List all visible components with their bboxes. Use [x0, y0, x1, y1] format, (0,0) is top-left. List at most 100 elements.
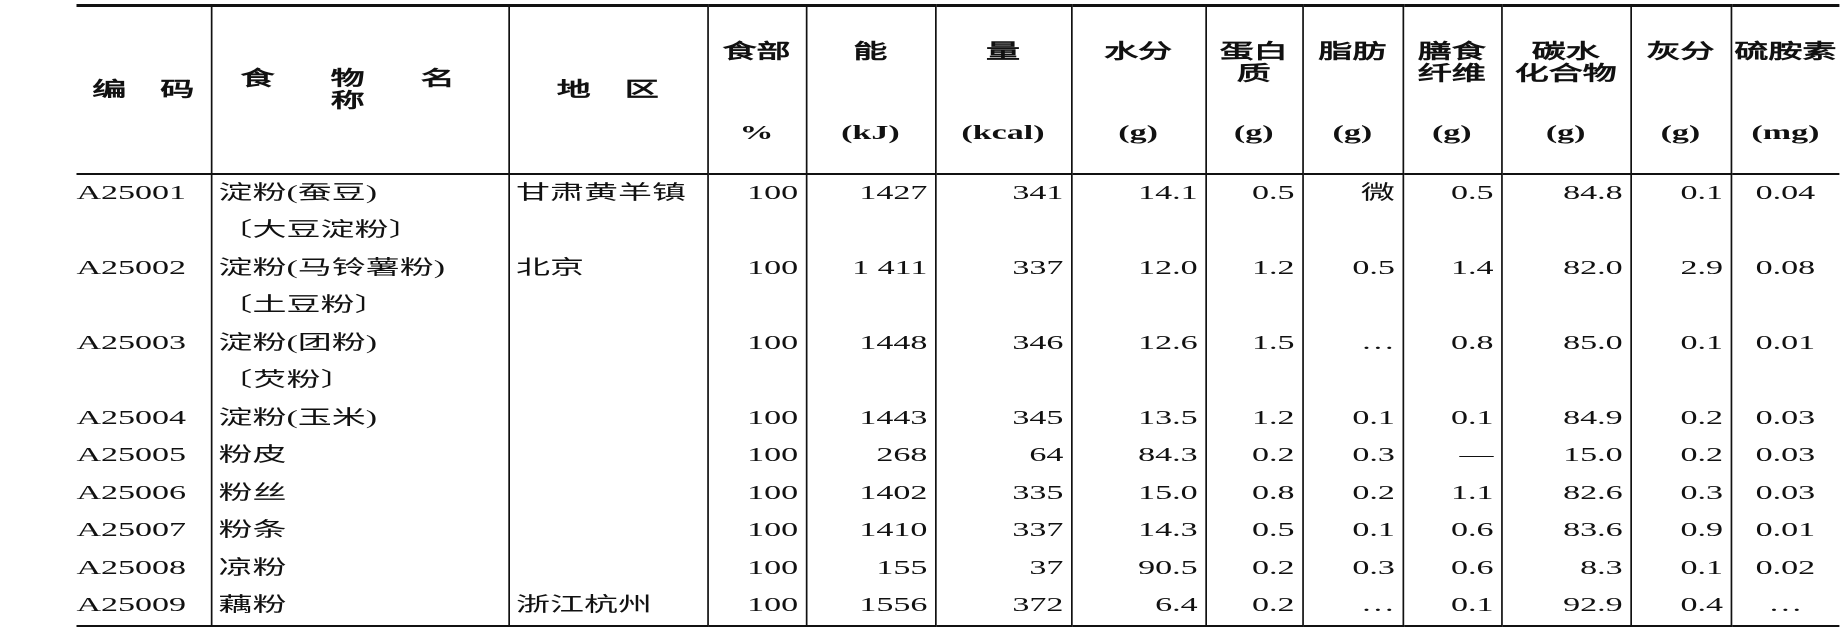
header-edible-portion: 食部%	[706, 4, 806, 175]
food-name: 凉粉	[218, 556, 287, 579]
cell-fat: 0.5	[1301, 249, 1403, 325]
header-dietary-fiber: 膳食 纤维 (g)	[1401, 4, 1502, 175]
cell-region	[507, 324, 708, 400]
cell-edible: 100	[706, 474, 806, 512]
cell-protein: 0.5	[1204, 512, 1303, 550]
cell-fiber: 0.5	[1401, 173, 1502, 250]
table-row: A25001 淀粉(蚕豆) 〔大豆淀粉〕 甘肃黄羊镇 100 1427 341 14.1 0.5…	[76, 173, 1840, 250]
cell-edible: 100	[706, 173, 806, 250]
cell-ash: 0.2	[1629, 399, 1731, 437]
cell-name: 淀粉(玉米)	[209, 399, 509, 437]
cell-carb: 84.8	[1500, 173, 1631, 250]
cell-kcal: 337	[934, 512, 1071, 550]
cell-kcal: 346	[934, 324, 1071, 400]
cell-protein: 1.2	[1204, 249, 1303, 325]
cell-water: 12.6	[1070, 324, 1206, 400]
cell-kj: 268	[804, 437, 935, 475]
cell-thiamin: 0.08	[1729, 249, 1840, 325]
food-name: 淀粉(蚕豆)	[218, 181, 378, 204]
cell-kj: 1427	[804, 173, 935, 250]
cell-water: 14.3	[1070, 512, 1206, 550]
header-code: 编 码	[76, 4, 211, 175]
food-name: 藕粉	[218, 594, 287, 616]
cell-carb: 15.0	[1500, 437, 1631, 475]
header-unit: (g)	[1118, 122, 1158, 144]
cell-carb: 82.0	[1500, 249, 1631, 325]
header-label: 地 区	[556, 78, 659, 101]
cell-thiamin: 0.03	[1729, 474, 1840, 512]
table-row: A25002 淀粉(马铃薯粉) 〔土豆粉〕 北京 100 1 411 337 12.0 1.2 0…	[76, 249, 1840, 325]
cell-fat: 0.3	[1301, 437, 1403, 475]
table-row: A25005 粉皮 100 268 64 84.3 0.2 0.3—15.0 0.2 0.03	[77, 437, 1840, 475]
cell-code: A25001	[76, 181, 187, 204]
cell-kcal: 64	[934, 437, 1071, 475]
header-unit: (g)	[1545, 122, 1586, 144]
cell-thiamin: 0.03	[1729, 437, 1840, 475]
header-unit: (kJ)	[841, 122, 900, 144]
cell-name: 凉粉	[209, 549, 509, 587]
header-carbohydrate: 碳水 化合物 (g)	[1500, 4, 1631, 175]
food-name: 淀粉(马铃薯粉)	[218, 256, 446, 279]
cell-protein: 0.8	[1204, 474, 1303, 512]
cell-ash: 0.1	[1629, 549, 1731, 587]
cell-name: 粉丝	[209, 474, 509, 512]
header-label: 编 码	[92, 78, 195, 101]
cell-kj: 1 411	[804, 249, 935, 325]
header-unit: (kcal)	[961, 122, 1045, 144]
cell-ash: 2.9	[1629, 249, 1731, 325]
cell-edible: 100	[706, 399, 806, 437]
cell-carb: 82.6	[1500, 474, 1631, 512]
cell-name: 淀粉(蚕豆) 〔大豆淀粉〕	[209, 173, 509, 250]
cell-fat: 0.2	[1301, 474, 1403, 512]
cell-code: A25006	[76, 481, 187, 504]
header-label: 质	[1236, 63, 1271, 85]
header-unit: (g)	[1660, 122, 1701, 144]
header-label: 食部	[722, 41, 791, 63]
cell-edible: 100	[706, 549, 806, 587]
header-unit: (g)	[1431, 122, 1472, 144]
cell-name: 粉皮	[209, 437, 509, 475]
table-header-row: 编 码食 物 名 称地 区食部% 能 (kJ) 量 (kcal) 水分 (g) 蛋白质 (g) 脂…	[76, 4, 1840, 175]
header-unit: %	[739, 122, 774, 144]
cell-fat: 0.3	[1301, 549, 1403, 587]
header-ash: 灰分 (g)	[1629, 4, 1731, 175]
header-label: 灰分	[1646, 41, 1715, 63]
cell-thiamin: 0.04	[1729, 173, 1840, 250]
cell-name: 粉条	[209, 512, 509, 550]
cell-fiber: —	[1401, 437, 1502, 475]
cell-carb: 85.0	[1500, 324, 1631, 400]
cell-water: 90.5	[1070, 549, 1206, 587]
cell-region	[507, 512, 708, 550]
cell-fiber: 1.1	[1401, 474, 1502, 512]
cell-fat: 0.1	[1301, 399, 1403, 437]
cell-protein: 0.2	[1204, 549, 1303, 587]
cell-water: 12.0	[1070, 249, 1206, 325]
cell-code: A25004	[76, 406, 187, 429]
cell-kj: 1402	[804, 474, 935, 512]
cell-edible: 100	[706, 437, 806, 475]
header-label: 蛋白	[1219, 41, 1288, 63]
cell-water: 84.3	[1070, 437, 1206, 475]
cell-kcal: 337	[934, 249, 1071, 325]
cell-ash: 0.3	[1629, 474, 1731, 512]
cell-ash: 0.2	[1629, 437, 1731, 475]
cell-fat: …	[1301, 324, 1403, 400]
cell-region	[507, 549, 708, 587]
cell-thiamin: 0.03	[1729, 399, 1840, 437]
cell-kj: 1443	[804, 399, 935, 437]
cell-kj: 1448	[804, 324, 935, 400]
cell-water: 14.1	[1070, 173, 1206, 250]
cell-fiber: 0.6	[1401, 549, 1502, 587]
header-label: 碳水	[1531, 41, 1600, 63]
cell-fiber: 0.1	[1401, 399, 1502, 437]
food-name: 粉条	[218, 519, 287, 541]
cell-kj: 155	[804, 549, 935, 587]
cell-code: A25002	[76, 256, 187, 279]
header-label: 脂肪	[1318, 41, 1387, 63]
header-label: 水分	[1104, 41, 1173, 63]
cell-ash: 0.1	[1629, 324, 1731, 400]
food-alias: 〔大豆淀粉〕	[218, 219, 423, 241]
food-name: 粉丝	[218, 481, 287, 504]
cell-kcal: 335	[934, 474, 1071, 512]
header-label: 化合物	[1514, 63, 1617, 85]
